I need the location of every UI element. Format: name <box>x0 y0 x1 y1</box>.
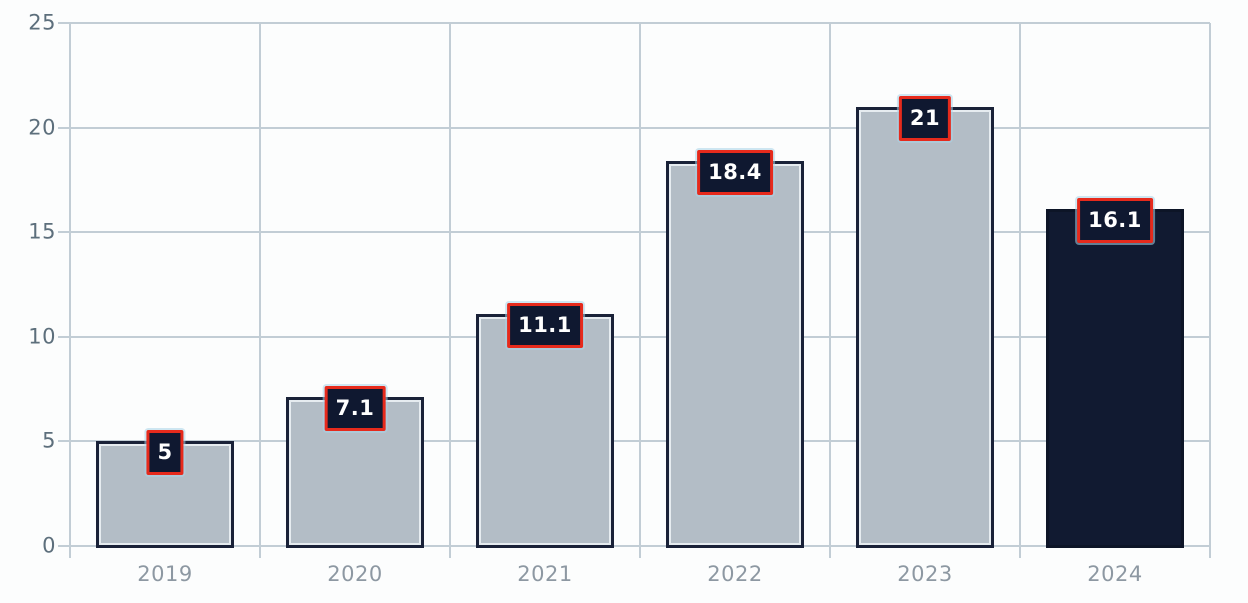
x-gridline <box>1019 23 1021 558</box>
y-gridline <box>58 440 1210 443</box>
y-axis-tick-label: 10 <box>28 324 56 349</box>
bar-value-label-2023: 21 <box>898 95 952 141</box>
x-gridline <box>449 23 451 558</box>
bar-2022 <box>666 161 804 548</box>
bar-2024 <box>1046 209 1184 548</box>
x-axis-tick-label-2022: 2022 <box>707 562 763 586</box>
x-gridline <box>1209 23 1211 558</box>
y-gridline <box>58 231 1210 234</box>
y-gridline <box>58 545 1210 547</box>
bar-2023 <box>856 106 994 548</box>
x-gridline <box>829 23 831 558</box>
y-gridline <box>58 335 1210 338</box>
x-axis-tick-label-2023: 2023 <box>897 562 953 586</box>
x-axis-tick-label-2021: 2021 <box>517 562 573 586</box>
bar-value-label-2022: 18.4 <box>697 150 773 196</box>
x-axis-tick-label-2020: 2020 <box>327 562 383 586</box>
x-axis-tick-label-2019: 2019 <box>137 562 193 586</box>
y-axis-tick-label: 20 <box>28 115 56 140</box>
bar-value-label-2021: 11.1 <box>507 302 583 348</box>
bar-value-label-2019: 5 <box>146 430 184 476</box>
y-axis-tick-label: 5 <box>42 428 56 453</box>
y-gridline <box>58 126 1210 129</box>
bar-2021 <box>476 313 614 548</box>
x-axis-tick-label-2024: 2024 <box>1087 562 1143 586</box>
x-gridline <box>69 23 71 558</box>
y-gridline <box>58 22 1210 24</box>
bar-value-label-2020: 7.1 <box>324 386 386 432</box>
y-axis-tick-label: 25 <box>28 10 56 35</box>
y-axis-tick-label: 0 <box>42 533 56 558</box>
x-gridline <box>259 23 261 558</box>
x-gridline <box>639 23 641 558</box>
bar-value-label-2024: 16.1 <box>1077 198 1153 244</box>
y-axis-tick-label: 15 <box>28 219 56 244</box>
